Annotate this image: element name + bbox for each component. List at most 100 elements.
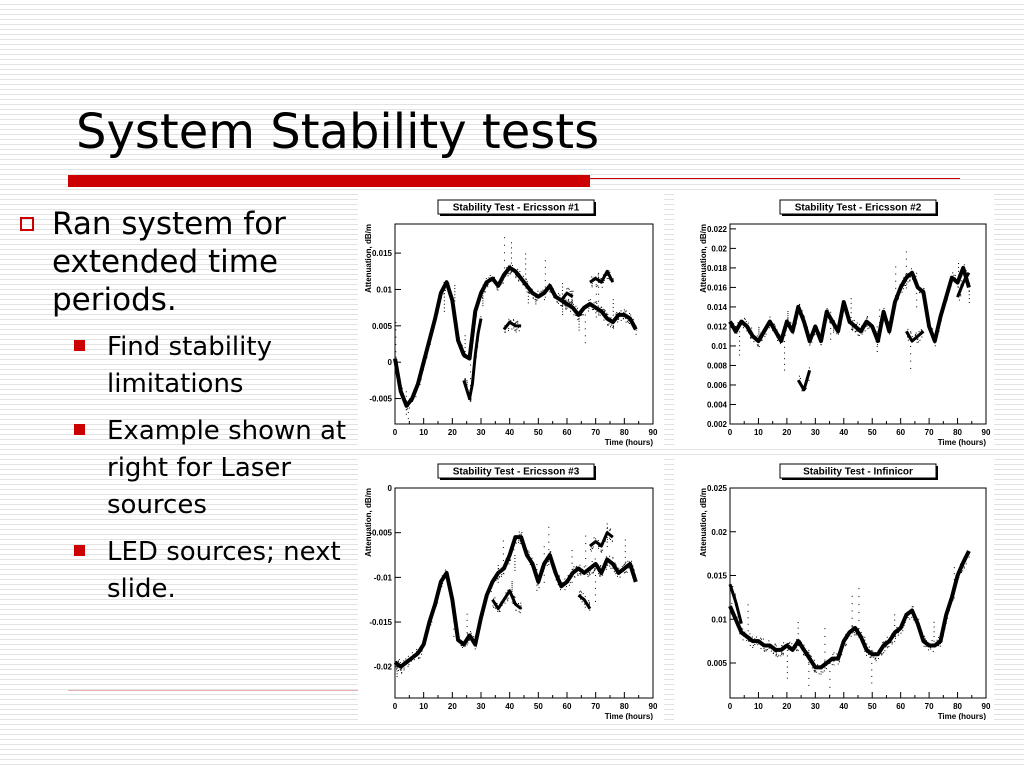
data-point xyxy=(811,341,813,343)
data-point xyxy=(487,590,489,592)
chart-ericsson-2: 0 10 20 30 40 50 60 70 80 90 0.002 0.004 0.006 0.008 0… xyxy=(674,190,994,448)
outlier-point xyxy=(895,294,897,296)
data-point xyxy=(600,565,602,567)
data-point xyxy=(837,326,839,328)
data-point xyxy=(452,306,454,308)
data-point xyxy=(909,279,911,281)
x-tick-label: 0 xyxy=(393,428,398,437)
data-point xyxy=(634,574,636,576)
data-point xyxy=(522,283,524,285)
data-point xyxy=(602,274,604,276)
data-point xyxy=(903,622,905,624)
data-point xyxy=(597,305,599,307)
data-point xyxy=(442,575,444,577)
data-point xyxy=(796,643,798,645)
data-point xyxy=(633,578,635,580)
data-point xyxy=(430,338,432,340)
data-point xyxy=(869,653,871,655)
data-point xyxy=(760,638,762,640)
data-point xyxy=(520,605,522,607)
data-point xyxy=(876,333,878,335)
outlier-point xyxy=(829,686,831,688)
data-point xyxy=(938,330,940,332)
data-point xyxy=(901,291,903,293)
data-point xyxy=(529,289,531,291)
outlier-point xyxy=(624,551,626,553)
chart-ericsson-1: 0 10 20 30 40 50 60 70 80 90 -0.005 0 0.005 0.01 0.015… xyxy=(358,190,664,448)
outlier-point xyxy=(606,546,608,548)
data-point xyxy=(920,332,922,334)
outlier-point xyxy=(562,311,564,313)
outlier-point xyxy=(418,378,420,380)
data-point xyxy=(477,308,479,310)
outlier-point xyxy=(933,621,935,623)
data-point xyxy=(732,327,734,329)
data-point xyxy=(568,298,570,300)
data-point xyxy=(501,567,503,569)
outlier-point xyxy=(454,297,456,299)
data-point xyxy=(968,552,970,554)
data-point xyxy=(902,626,904,628)
data-point xyxy=(501,570,503,572)
data-point xyxy=(923,645,925,647)
data-point xyxy=(779,334,781,336)
outlier-point xyxy=(958,274,960,276)
data-point xyxy=(542,565,544,567)
data-point xyxy=(599,314,601,316)
data-point xyxy=(521,531,523,533)
outlier-point xyxy=(739,335,741,337)
data-point xyxy=(926,303,928,305)
data-point xyxy=(633,328,635,330)
data-point xyxy=(776,329,778,331)
data-point xyxy=(407,665,409,667)
data-point xyxy=(762,643,764,645)
outlier-point xyxy=(833,325,835,327)
data-point xyxy=(555,579,557,581)
data-point xyxy=(735,622,737,624)
data-point xyxy=(930,332,932,334)
data-point xyxy=(580,598,582,600)
data-point xyxy=(484,291,486,293)
data-point xyxy=(518,330,520,332)
data-point xyxy=(575,313,577,315)
data-point xyxy=(405,661,407,663)
data-point xyxy=(571,304,573,306)
outlier-point xyxy=(916,306,918,308)
outlier-point xyxy=(453,635,455,637)
data-point xyxy=(748,640,750,642)
outlier-point xyxy=(502,547,504,549)
data-point xyxy=(462,643,464,645)
data-point xyxy=(625,310,627,312)
data-point xyxy=(633,568,635,570)
data-point xyxy=(593,542,595,544)
data-point xyxy=(968,554,970,556)
data-point xyxy=(736,603,738,605)
outlier-point xyxy=(595,286,597,288)
data-point xyxy=(519,612,521,614)
data-point xyxy=(511,601,513,603)
data-point xyxy=(781,334,783,336)
data-point xyxy=(731,608,733,610)
data-point xyxy=(501,574,503,576)
data-point xyxy=(874,658,876,660)
outlier-point xyxy=(548,526,550,528)
data-point xyxy=(907,334,909,336)
data-point xyxy=(897,290,899,292)
data-point xyxy=(752,646,754,648)
data-point xyxy=(856,330,858,332)
data-point xyxy=(471,387,473,389)
data-point xyxy=(605,567,607,569)
data-point xyxy=(588,307,590,309)
data-point xyxy=(738,325,740,327)
data-point xyxy=(600,574,602,576)
data-point xyxy=(907,339,909,341)
data-point xyxy=(930,645,932,647)
data-point xyxy=(797,645,799,647)
data-point xyxy=(842,315,844,317)
data-point xyxy=(466,640,468,642)
data-point xyxy=(550,291,552,293)
data-point xyxy=(885,646,887,648)
outlier-point xyxy=(850,302,852,304)
data-point xyxy=(940,313,942,315)
data-point xyxy=(487,283,489,285)
